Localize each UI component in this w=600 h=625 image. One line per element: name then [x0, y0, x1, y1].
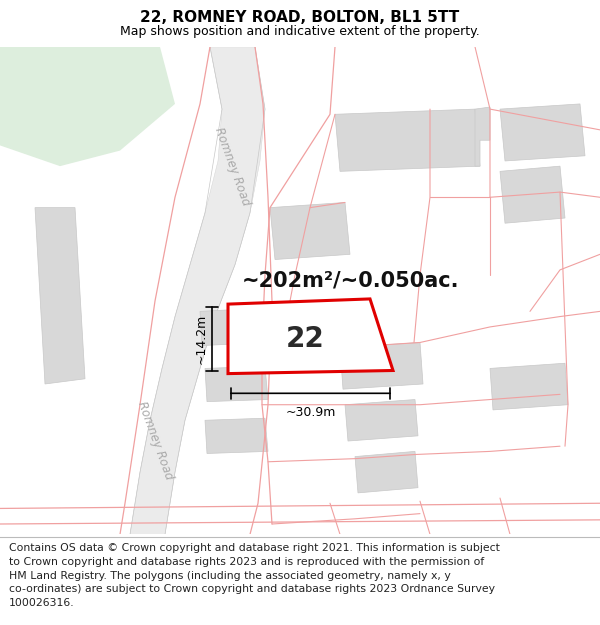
Text: 22, ROMNEY ROAD, BOLTON, BL1 5TT: 22, ROMNEY ROAD, BOLTON, BL1 5TT — [140, 10, 460, 25]
Polygon shape — [340, 342, 423, 389]
Polygon shape — [355, 451, 418, 493]
Text: Romney Road: Romney Road — [135, 400, 175, 482]
Polygon shape — [130, 47, 265, 534]
Polygon shape — [0, 47, 175, 166]
Text: Romney Road: Romney Road — [212, 125, 252, 207]
Polygon shape — [345, 399, 418, 441]
Polygon shape — [500, 104, 585, 161]
Polygon shape — [475, 107, 490, 166]
Polygon shape — [490, 363, 568, 410]
Polygon shape — [200, 308, 263, 346]
Polygon shape — [500, 166, 565, 223]
Text: Contains OS data © Crown copyright and database right 2021. This information is : Contains OS data © Crown copyright and d… — [9, 543, 500, 608]
Text: Map shows position and indicative extent of the property.: Map shows position and indicative extent… — [120, 24, 480, 38]
Text: ~30.9m: ~30.9m — [286, 406, 335, 419]
Text: 22: 22 — [286, 326, 325, 353]
Polygon shape — [228, 299, 393, 374]
Polygon shape — [205, 418, 268, 454]
Polygon shape — [205, 366, 268, 402]
Polygon shape — [335, 109, 480, 171]
Text: ~202m²/~0.050ac.: ~202m²/~0.050ac. — [241, 270, 459, 290]
Polygon shape — [270, 202, 350, 259]
Polygon shape — [35, 208, 85, 384]
Text: ~14.2m: ~14.2m — [195, 314, 208, 364]
